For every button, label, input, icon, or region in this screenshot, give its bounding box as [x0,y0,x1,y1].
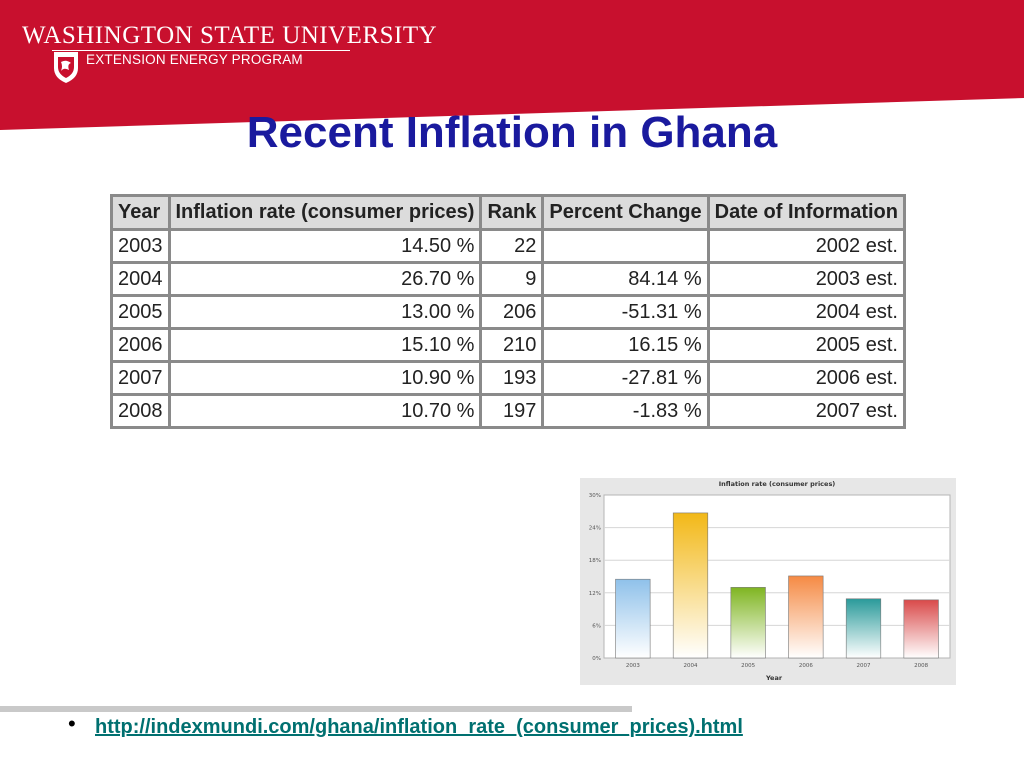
table-row: 2008 10.70 % 197 -1.83 % 2007 est. [110,393,906,429]
cell-year: 2005 [110,294,171,330]
cell-date-of-information: 2007 est. [706,393,906,429]
table-row: 2006 15.10 % 210 16.15 % 2005 est. [110,327,906,363]
cell-percent-change: -1.83 % [541,393,710,429]
x-tick-label: 2005 [741,663,755,669]
cell-year: 2003 [110,228,171,264]
source-link[interactable]: http://indexmundi.com/ghana/inflation_ra… [95,716,743,738]
cell-year: 2008 [110,393,171,429]
table-header-row: Year Inflation rate (consumer prices) Ra… [110,194,906,231]
header-banner [0,0,1024,130]
cell-inflation-rate: 15.10 % [167,327,483,363]
cell-date-of-information: 2002 est. [706,228,906,264]
header-date-of-information: Date of Information [706,194,906,231]
bullet-point: • [68,711,76,736]
y-tick-label: 18% [589,558,601,564]
x-tick-label: 2008 [914,663,928,669]
cell-date-of-information: 2004 est. [706,294,906,330]
cell-inflation-rate: 26.70 % [167,261,483,297]
x-tick-label: 2006 [799,663,813,669]
y-tick-label: 24% [589,526,601,532]
footer-divider [0,706,632,712]
bar-2004 [672,512,709,659]
inflation-bar-chart: Inflation rate (consumer prices) Year 0%… [580,478,956,685]
y-tick-label: 6% [592,623,601,629]
cell-year: 2004 [110,261,171,297]
university-name: WASHINGTON STATE UNIVERSITY [22,22,438,49]
cell-inflation-rate: 13.00 % [167,294,483,330]
cell-percent-change: 16.15 % [541,327,710,363]
cell-percent-change: 84.14 % [541,261,710,297]
cell-rank: 9 [479,261,545,297]
x-tick-label: 2007 [857,663,871,669]
inflation-table: Year Inflation rate (consumer prices) Ra… [110,194,906,429]
bar-2007 [845,598,882,659]
y-tick-label: 30% [589,493,601,499]
x-axis-label: Year [765,674,783,682]
header-percent-change: Percent Change [541,194,710,231]
y-tick-label: 0% [592,656,601,662]
cell-date-of-information: 2005 est. [706,327,906,363]
cell-inflation-rate: 10.90 % [167,360,483,396]
table-row: 2007 10.90 % 193 -27.81 % 2006 est. [110,360,906,396]
program-name: EXTENSION ENERGY PROGRAM [86,52,303,67]
cell-rank: 22 [479,228,545,264]
bar-2005 [730,587,766,659]
cell-year: 2007 [110,360,171,396]
logo-divider [52,50,350,51]
bar-2006 [788,575,824,659]
slide-title: Recent Inflation in Ghana [246,108,778,157]
cell-rank: 197 [479,393,545,429]
cell-inflation-rate: 14.50 % [167,228,483,264]
x-tick-label: 2004 [684,663,698,669]
cell-rank: 206 [479,294,545,330]
plot-area [603,494,951,659]
chart-title: Inflation rate (consumer prices) [719,480,836,488]
cell-inflation-rate: 10.70 % [167,393,483,429]
x-tick-label: 2003 [626,663,640,669]
table-row: 2004 26.70 % 9 84.14 % 2003 est. [110,261,906,297]
cougar-shield-icon [54,52,78,83]
cell-rank: 210 [479,327,545,363]
chart-svg: Inflation rate (consumer prices) Year 0%… [589,480,951,682]
cell-rank: 193 [479,360,545,396]
cell-date-of-information: 2006 est. [706,360,906,396]
table-row: 2003 14.50 % 22 2002 est. [110,228,906,264]
y-tick-label: 12% [589,591,601,597]
cell-percent-change: -51.31 % [541,294,710,330]
cell-percent-change [541,228,710,264]
table-row: 2005 13.00 % 206 -51.31 % 2004 est. [110,294,906,330]
header-inflation-rate: Inflation rate (consumer prices) [167,194,483,231]
header-year: Year [110,194,171,231]
bar-2008 [903,599,939,659]
cell-percent-change: -27.81 % [541,360,710,396]
cell-date-of-information: 2003 est. [706,261,906,297]
cell-year: 2006 [110,327,171,363]
header-rank: Rank [479,194,545,231]
bar-2003 [615,578,651,659]
